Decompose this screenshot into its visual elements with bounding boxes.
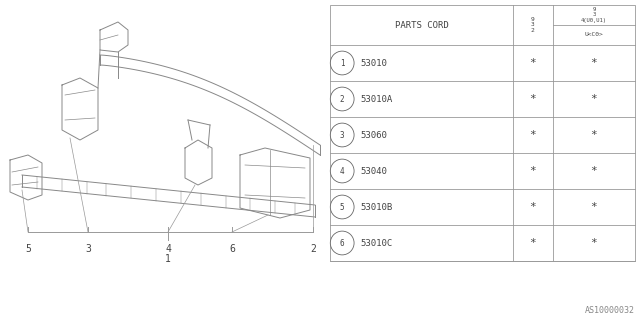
Circle shape <box>330 123 354 147</box>
Text: 2: 2 <box>340 94 344 103</box>
Circle shape <box>330 159 354 183</box>
Text: U<C0>: U<C0> <box>584 33 604 37</box>
Bar <box>330 5 635 261</box>
Text: 1: 1 <box>340 59 344 68</box>
Text: 9
3
4(U0,U1): 9 3 4(U0,U1) <box>581 7 607 23</box>
Circle shape <box>330 87 354 111</box>
Text: 2: 2 <box>310 244 316 254</box>
Text: 53010B: 53010B <box>360 203 393 212</box>
Text: *: * <box>591 58 597 68</box>
Text: *: * <box>591 238 597 248</box>
Circle shape <box>330 195 354 219</box>
Circle shape <box>330 231 354 255</box>
Text: *: * <box>591 130 597 140</box>
Circle shape <box>330 51 354 75</box>
Text: *: * <box>529 166 536 176</box>
Text: *: * <box>529 94 536 104</box>
Text: *: * <box>591 94 597 104</box>
Text: 1: 1 <box>165 254 171 264</box>
Text: *: * <box>591 166 597 176</box>
Text: *: * <box>529 58 536 68</box>
Text: *: * <box>529 130 536 140</box>
Text: 9
3
2: 9 3 2 <box>531 17 534 33</box>
Text: 5: 5 <box>340 203 344 212</box>
Text: *: * <box>591 202 597 212</box>
Text: *: * <box>529 238 536 248</box>
Text: 4: 4 <box>165 244 171 254</box>
Text: *: * <box>529 202 536 212</box>
Text: 53010: 53010 <box>360 59 387 68</box>
Text: 3: 3 <box>85 244 91 254</box>
Text: 4: 4 <box>340 166 344 175</box>
Text: 5: 5 <box>25 244 31 254</box>
Text: 53040: 53040 <box>360 166 387 175</box>
Text: 53010C: 53010C <box>360 238 393 247</box>
Text: PARTS CORD: PARTS CORD <box>395 20 449 29</box>
Text: 6: 6 <box>340 238 344 247</box>
Text: 3: 3 <box>340 131 344 140</box>
Text: 53010A: 53010A <box>360 94 393 103</box>
Text: AS10000032: AS10000032 <box>585 306 635 315</box>
Text: 6: 6 <box>229 244 235 254</box>
Text: 53060: 53060 <box>360 131 387 140</box>
